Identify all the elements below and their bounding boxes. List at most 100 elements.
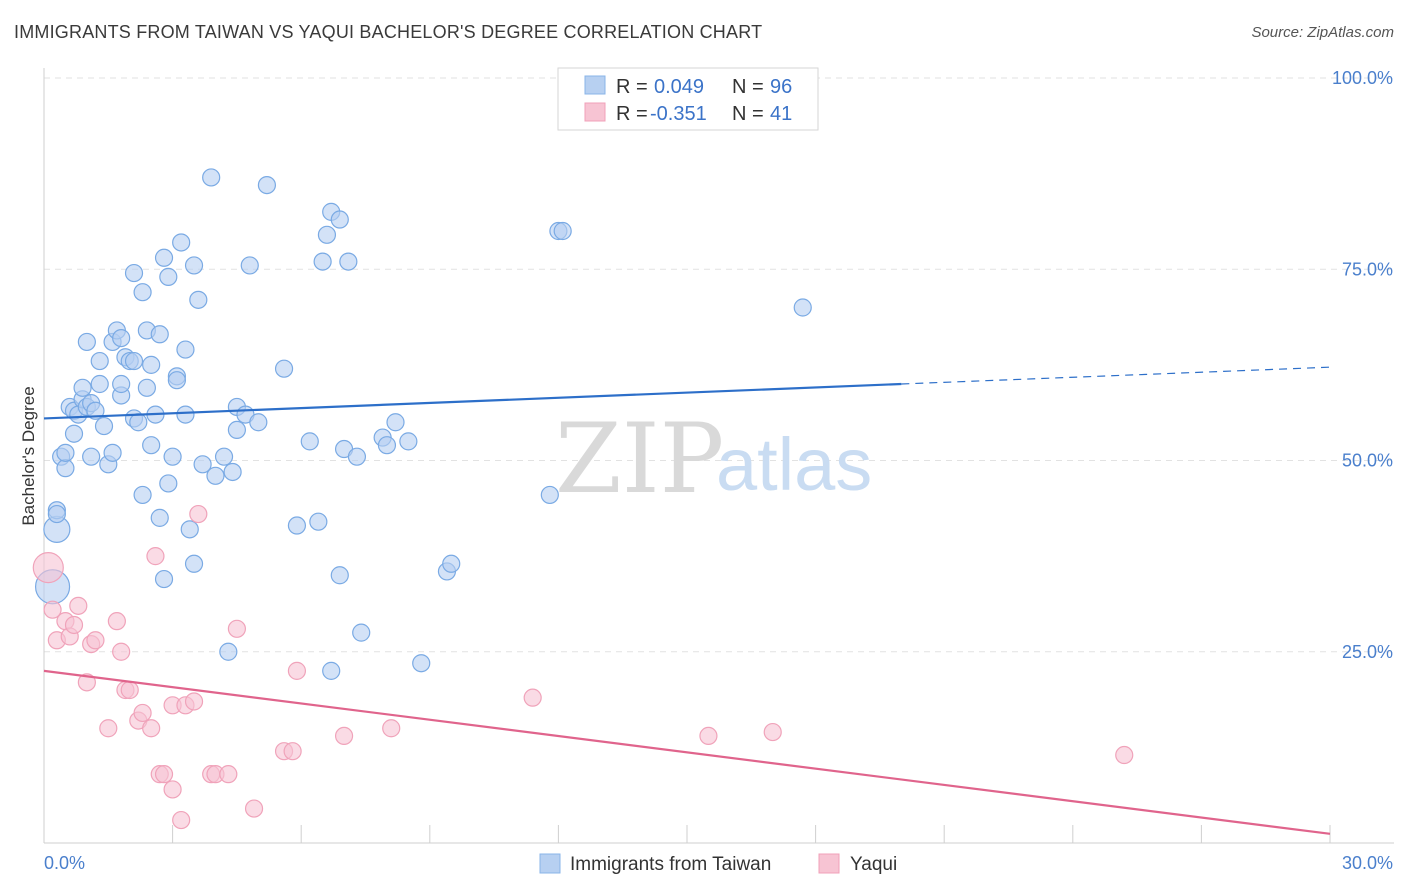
point-taiwan [347, 447, 367, 466]
point-yaqui [142, 719, 161, 738]
point-taiwan [300, 432, 319, 451]
point-taiwan [142, 436, 161, 455]
point-taiwan [73, 378, 92, 397]
point-yaqui [146, 547, 165, 566]
point-taiwan [133, 283, 152, 302]
point-yaqui [219, 765, 238, 784]
legend-r-label-yaqui: R = [616, 103, 648, 125]
point-yaqui [189, 504, 208, 524]
point-taiwan [94, 416, 114, 436]
point-yaqui [154, 765, 174, 784]
y-tick-label: 75.0% [1342, 259, 1393, 279]
point-taiwan [330, 210, 349, 229]
point-taiwan [339, 252, 358, 271]
legend-swatch-yaqui [584, 102, 606, 122]
bottom-legend: Immigrants from Taiwan Yaqui [539, 853, 897, 875]
point-taiwan [159, 267, 178, 286]
point-taiwan [163, 447, 182, 466]
watermark-zip: ZIP [555, 403, 724, 515]
point-taiwan [137, 378, 156, 397]
legend-r-label-taiwan: R = [616, 76, 648, 98]
point-taiwan [399, 432, 418, 451]
point-yaqui [244, 799, 264, 818]
watermark-atlas: atlas [716, 423, 872, 506]
point-taiwan [86, 401, 105, 420]
point-taiwan [133, 485, 152, 505]
y-axis-label: Bachelor's Degree [19, 386, 38, 525]
point-taiwan [202, 168, 221, 187]
point-taiwan [287, 516, 307, 535]
point-taiwan [274, 359, 294, 378]
point-taiwan [90, 374, 109, 394]
point-taiwan [64, 424, 84, 443]
bottom-legend-swatch-yaqui [818, 853, 840, 874]
y-tick-label: 50.0% [1342, 451, 1393, 471]
legend-n-label-yaqui: N = [732, 103, 764, 125]
point-yaqui [43, 600, 62, 619]
point-taiwan [223, 462, 242, 482]
point-yaqui [283, 742, 302, 761]
source-label: Source: ZipAtlas.com [1251, 24, 1394, 41]
data-points [32, 168, 1134, 830]
point-taiwan [47, 504, 66, 524]
point-taiwan [103, 443, 122, 462]
point-taiwan [317, 225, 337, 244]
point-taiwan [227, 420, 246, 439]
bottom-legend-label-yaqui: Yaqui [850, 854, 897, 875]
y-tick-labels: 25.0% 50.0% 75.0% 100.0% [1332, 68, 1393, 662]
legend-n-label-taiwan: N = [732, 76, 764, 98]
point-taiwan [56, 459, 75, 478]
point-yaqui [523, 688, 542, 707]
point-taiwan [540, 485, 559, 505]
gridlines [44, 77, 1394, 653]
legend-n-value-taiwan: 96 [770, 76, 792, 98]
point-taiwan [154, 569, 174, 589]
point-yaqui [1115, 745, 1134, 765]
point-yaqui [64, 615, 84, 635]
point-taiwan [142, 355, 161, 374]
point-yaqui [133, 703, 152, 723]
point-yaqui [163, 780, 182, 799]
point-taiwan [442, 554, 461, 573]
chart-title: IMMIGRANTS FROM TAIWAN VS YAQUI BACHELOR… [14, 22, 763, 42]
point-taiwan [386, 413, 405, 432]
point-taiwan [313, 252, 332, 271]
point-taiwan [193, 455, 212, 474]
point-taiwan [167, 371, 186, 390]
x-tick-labels: 0.0% 30.0% [44, 853, 1393, 873]
point-taiwan [124, 263, 144, 283]
legend-r-value-yaqui: -0.351 [650, 103, 707, 125]
point-taiwan [206, 466, 225, 485]
point-taiwan [56, 443, 75, 462]
point-taiwan [180, 520, 199, 539]
point-yaqui [86, 631, 105, 650]
point-taiwan [322, 661, 341, 680]
point-yaqui [763, 722, 782, 742]
point-taiwan [112, 329, 131, 348]
trend-line-taiwan-extension [901, 366, 1331, 385]
point-taiwan [330, 566, 349, 585]
point-taiwan [82, 447, 101, 466]
point-taiwan [150, 325, 169, 344]
point-taiwan [176, 340, 195, 359]
watermark: ZIP atlas [555, 403, 872, 515]
point-taiwan [172, 233, 191, 252]
point-taiwan [553, 221, 572, 241]
point-taiwan [352, 623, 371, 642]
point-taiwan [214, 447, 234, 466]
point-taiwan [377, 436, 397, 455]
point-taiwan [154, 248, 174, 267]
point-taiwan [90, 351, 109, 371]
bottom-legend-swatch-taiwan [539, 853, 561, 874]
point-taiwan [129, 413, 148, 432]
point-taiwan [793, 298, 812, 317]
point-yaqui [172, 810, 191, 830]
point-taiwan [189, 290, 208, 309]
trend-lines [43, 366, 1331, 835]
trend-line-taiwan [43, 382, 902, 420]
point-taiwan [159, 474, 178, 493]
legend-n-value-yaqui: 41 [770, 103, 792, 125]
point-yaqui [699, 726, 718, 746]
point-taiwan [124, 351, 144, 371]
